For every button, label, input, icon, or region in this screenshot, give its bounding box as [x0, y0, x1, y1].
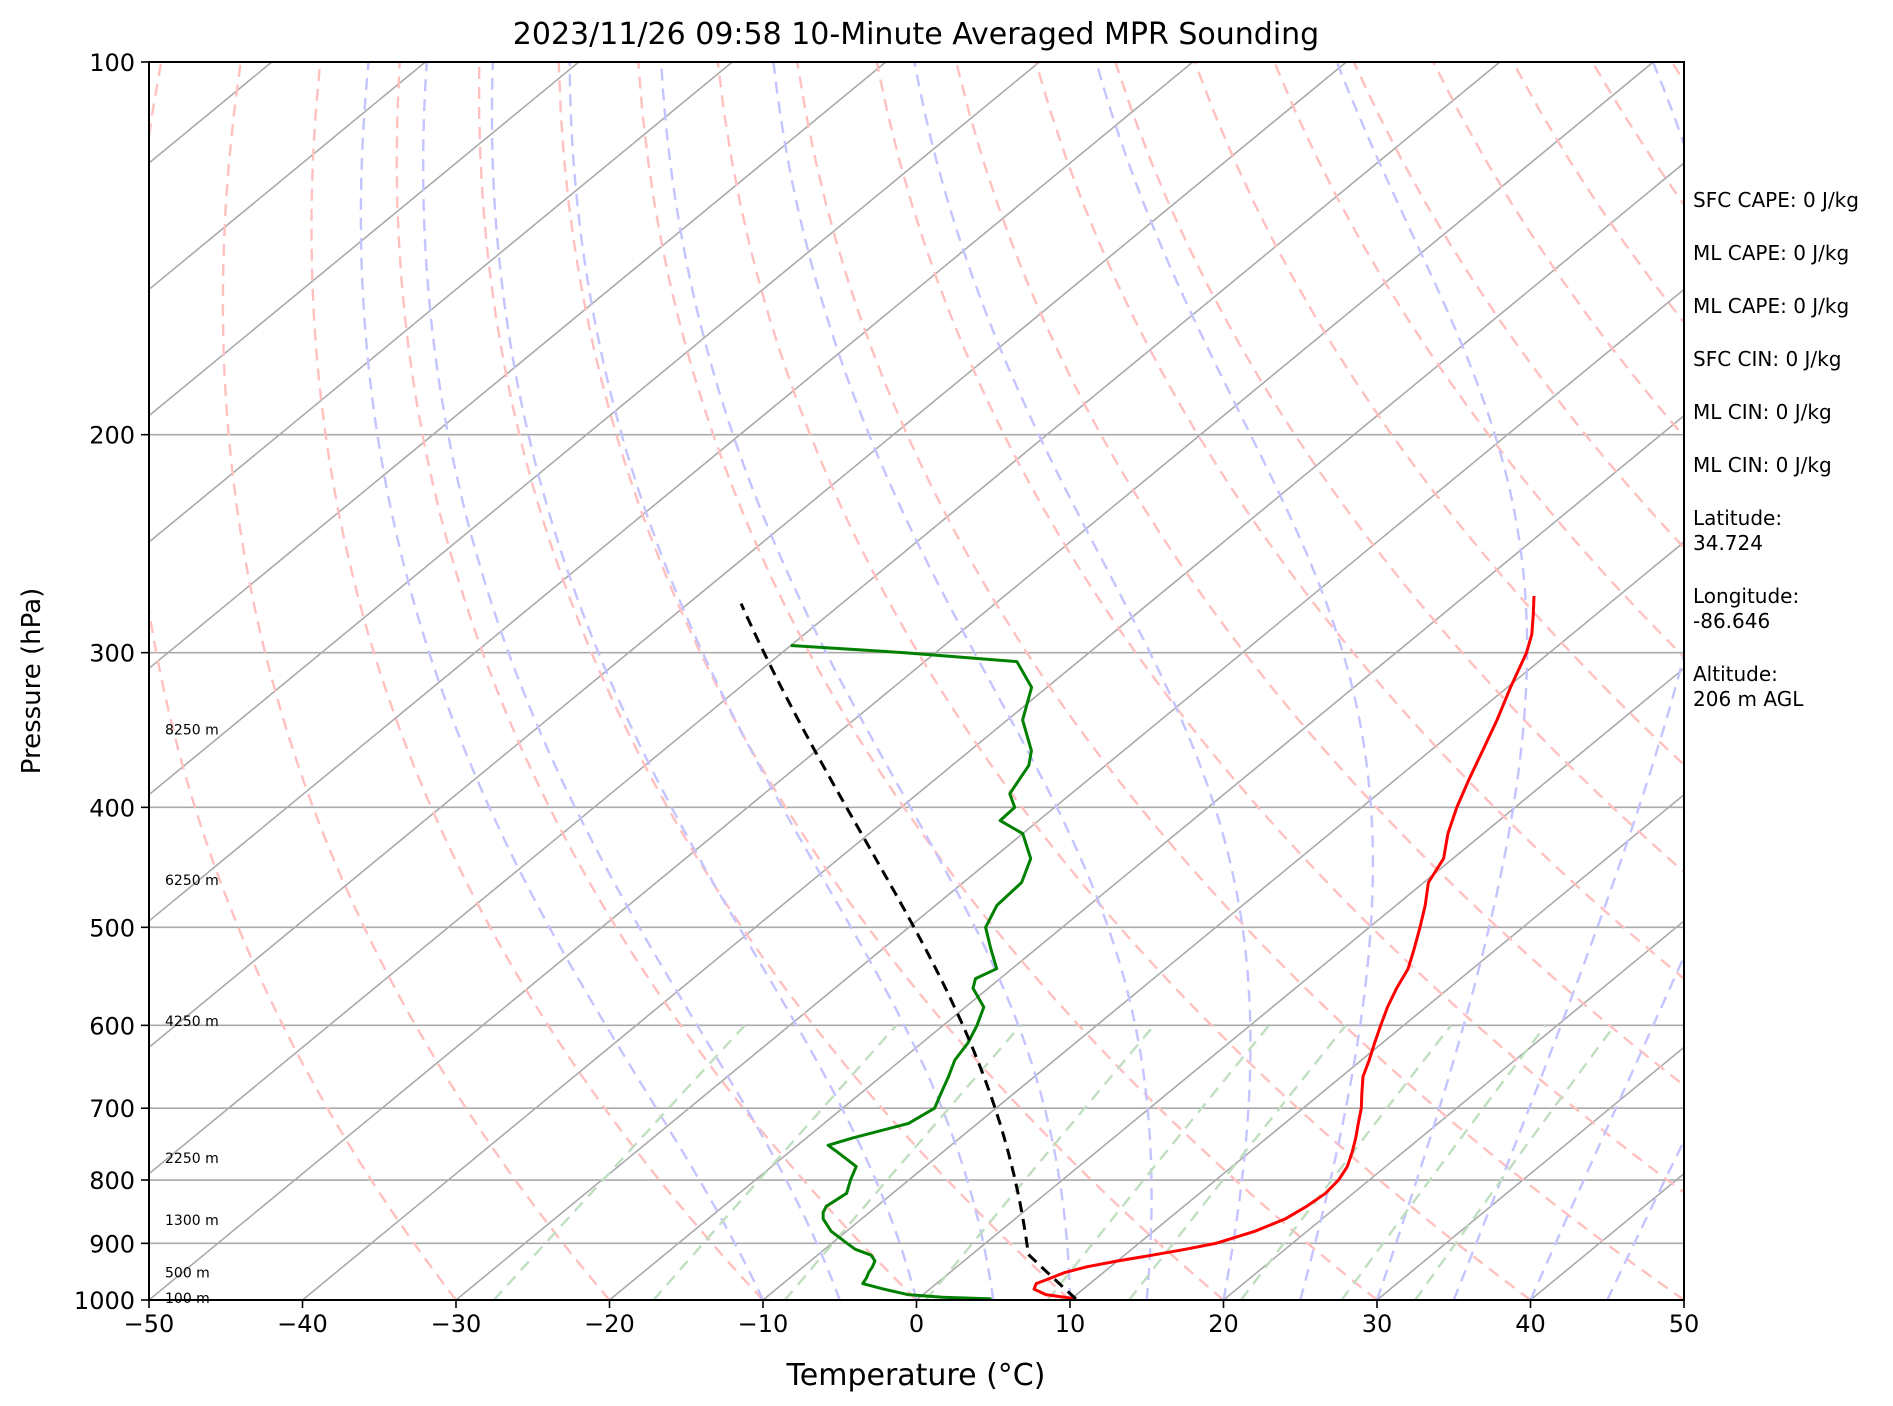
moist-adiabat-line [490, 62, 918, 1300]
temperature-profile-line [1032, 595, 1536, 1300]
y-tick-label: 100 [89, 49, 135, 77]
x-tick-label: −30 [431, 1310, 482, 1338]
dry-adiabat-line [1273, 62, 1684, 659]
ml-cape-text: ML CAPE: 0 J/kg [1693, 241, 1850, 265]
mixing-ratio-line [1128, 1024, 1347, 1300]
dry-adiabat-line [395, 62, 918, 1300]
x-tick-label: 20 [1208, 1310, 1239, 1338]
reference-lines [149, 62, 1684, 1300]
isotherm-line [149, 62, 580, 417]
height-label: 500 m [165, 1265, 210, 1281]
moist-adiabat-line [1335, 62, 1529, 1300]
isotherm-line [149, 62, 1040, 796]
parcel-profile-line [739, 602, 1077, 1300]
height-label: 100 m [165, 1291, 210, 1307]
x-axis-label: Temperature (°C) [786, 1358, 1046, 1393]
sfc-cape-text: SFC CAPE: 0 J/kg [1693, 188, 1859, 212]
isotherm-line [762, 541, 1684, 1300]
mixing-ratio-line [652, 1024, 898, 1300]
sounding-info-panel: SFC CAPE: 0 J/kg ML CAPE: 0 J/kg ML CAPE… [1693, 188, 1888, 740]
isotherm-line [1222, 919, 1684, 1300]
y-axis-label: Pressure (hPa) [17, 588, 47, 775]
sfc-cin-text: SFC CIN: 0 J/kg [1693, 347, 1842, 371]
isotherm-line [149, 62, 1347, 1049]
sounding-series [739, 595, 1536, 1300]
height-label: 1300 m [165, 1213, 219, 1229]
x-tick-label: 30 [1362, 1310, 1393, 1338]
dry-adiabat-line [716, 62, 1532, 1300]
moist-adiabat-line [772, 62, 1153, 1300]
ml-cape-text-2: ML CAPE: 0 J/kg [1693, 294, 1850, 318]
mixing-ratio-line [1240, 1024, 1452, 1300]
longitude-text: Longitude: -86.646 [1693, 584, 1800, 633]
moist-adiabat-line [913, 62, 1252, 1300]
x-tick-label: 50 [1669, 1310, 1700, 1338]
height-label: 4250 m [165, 1014, 219, 1030]
dry-adiabat-line [1114, 62, 1684, 874]
latitude-text: Latitude: 34.724 [1693, 506, 1783, 555]
moist-adiabat-line [359, 62, 765, 1300]
altitude-text: Altitude: 206 m AGL [1693, 662, 1804, 711]
dry-adiabat-line [221, 62, 611, 1300]
isotherm-line [149, 62, 1194, 923]
moist-adiabat-line [568, 62, 995, 1300]
mixing-ratio-line [493, 1024, 746, 1300]
isotherm-line [149, 62, 1654, 1300]
axis-ticks: −50 −40 −30 −20 −10 0 10 20 30 40 50 100 200 300 400 50… [74, 49, 1699, 1338]
chart-title: 2023/11/26 09:58 10-Minute Averaged MPR … [513, 17, 1319, 52]
dry-adiabat-line [955, 62, 1684, 1087]
moist-adiabat-line [1452, 62, 1684, 1300]
height-label: 8250 m [165, 722, 219, 738]
mixing-ratio-line [783, 1024, 1022, 1300]
x-tick-label: 40 [1515, 1310, 1546, 1338]
dry-adiabat-line [477, 62, 1071, 1300]
isotherm-line [149, 62, 1501, 1175]
mixing-ratio-line [1414, 1024, 1616, 1300]
y-tick-label: 800 [89, 1167, 135, 1195]
mixing-ratio-line [1046, 1024, 1270, 1300]
isotherm-line [301, 162, 1684, 1300]
dry-adiabat-line [637, 62, 1378, 1300]
dry-adiabat-line [557, 62, 1225, 1300]
dry-adiabat-line [796, 62, 1684, 1300]
y-tick-label: 600 [89, 1012, 135, 1040]
dewpoint-profile-line [790, 644, 1034, 1300]
mixing-ratio-line [924, 1024, 1156, 1300]
dry-adiabat-line [149, 62, 457, 1300]
dry-adiabat-line [1193, 62, 1684, 767]
mixing-ratio-line [1340, 1024, 1547, 1300]
isotherm-line [1069, 793, 1684, 1300]
moist-adiabat-line [422, 62, 841, 1300]
dry-adiabat-line [310, 62, 764, 1300]
y-tick-label: 1000 [74, 1287, 135, 1315]
isotherm-line [1376, 1046, 1684, 1300]
isotherm-line [149, 62, 426, 291]
x-tick-label: −10 [738, 1310, 789, 1338]
moist-adiabat-line [660, 62, 1072, 1300]
ml-cin-text: ML CIN: 0 J/kg [1693, 400, 1832, 424]
y-tick-label: 500 [89, 914, 135, 942]
x-tick-label: −50 [124, 1310, 175, 1338]
isotherm-line [149, 62, 733, 544]
isotherm-line [149, 62, 887, 670]
height-labels: 100 m 500 m 1300 m 2250 m 4250 m 6250 m 8250 m [165, 722, 219, 1306]
x-tick-label: 10 [1055, 1310, 1086, 1338]
y-tick-label: 400 [89, 794, 135, 822]
y-tick-label: 900 [89, 1230, 135, 1258]
isotherm-line [455, 288, 1684, 1300]
isotherm-line [608, 414, 1684, 1300]
moist-adiabat-line [1095, 62, 1375, 1300]
ml-cin-text-2: ML CIN: 0 J/kg [1693, 453, 1832, 477]
x-tick-label: −20 [584, 1310, 635, 1338]
y-tick-label: 200 [89, 422, 135, 450]
y-tick-label: 300 [89, 640, 135, 668]
isotherm-line [915, 667, 1684, 1300]
dry-adiabat-line [875, 62, 1684, 1194]
height-label: 6250 m [165, 873, 219, 889]
x-tick-label: −40 [277, 1310, 328, 1338]
height-label: 2250 m [165, 1151, 219, 1167]
x-tick-label: 0 [909, 1310, 924, 1338]
y-tick-label: 700 [89, 1095, 135, 1123]
